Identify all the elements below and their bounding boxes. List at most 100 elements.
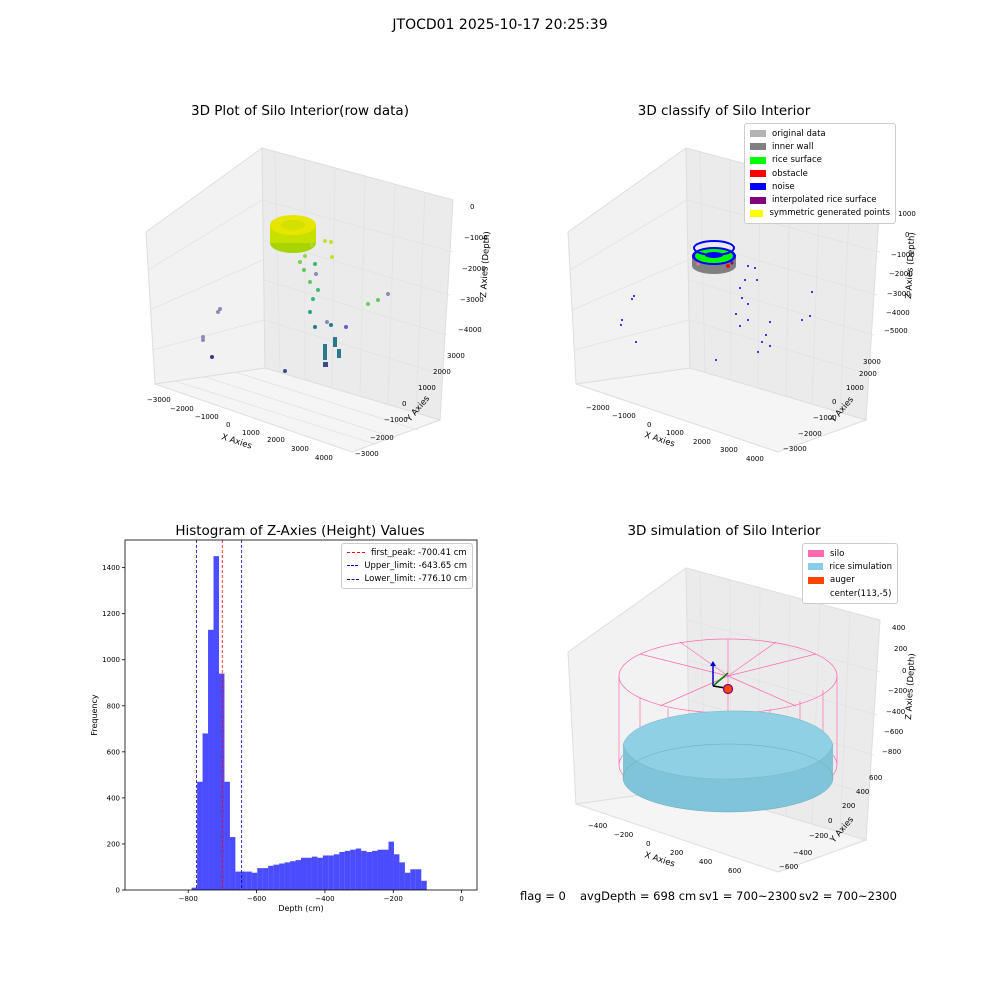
classify-plot-title: 3D classify of Silo Interior	[637, 103, 811, 119]
histogram-bar	[240, 871, 247, 890]
histogram-bar	[197, 781, 203, 890]
x-tick: 4000	[315, 454, 333, 462]
y-tick: −2000	[370, 434, 394, 442]
y-tick: 600	[869, 774, 882, 782]
x-tick: 2000	[693, 438, 711, 446]
histogram-bar	[284, 862, 291, 890]
histogram-bar	[257, 868, 263, 890]
z-tick: 1000	[898, 210, 916, 218]
histogram-bar	[306, 857, 312, 890]
legend-swatch	[808, 576, 824, 584]
z-tick: −2000	[462, 265, 486, 273]
histogram-bar	[404, 872, 411, 890]
histogram-bar	[202, 733, 209, 890]
histogram-bar	[328, 855, 334, 890]
z-axis-label: Z Axies (Depth)	[479, 231, 492, 298]
histogram-bar	[213, 556, 219, 890]
z-axis-label: Z Axies (Depth)	[904, 653, 917, 720]
histogram-bar	[311, 856, 318, 890]
y-tick-label: 200	[107, 840, 120, 848]
legend-swatch	[808, 550, 824, 558]
x-ticks: −800 −600 −400 −200 0	[179, 890, 464, 903]
raw-cylinder-points	[270, 215, 316, 253]
x-tick: 1000	[242, 429, 260, 437]
x-tick: −2000	[586, 404, 610, 412]
x-tick: 4000	[746, 455, 764, 463]
histogram-bar	[366, 852, 373, 890]
histogram-bars	[191, 556, 427, 890]
legend-item: auger	[808, 574, 892, 587]
histogram-bar	[273, 864, 280, 890]
z-tick: −200	[888, 687, 907, 695]
legend-label: interpolated rice surface	[772, 195, 877, 206]
legend-item: silo	[808, 547, 892, 560]
y-tick: −3000	[783, 445, 807, 453]
noise-points	[620, 265, 813, 361]
y-tick: 0	[402, 400, 406, 408]
legend-item: interpolated rice surface	[750, 193, 890, 206]
histogram-bar	[235, 871, 241, 890]
legend-label: first_peak: -700.41 cm	[371, 547, 467, 558]
x-tick: −400	[588, 822, 607, 830]
histogram-bar	[290, 861, 296, 890]
x-tick-label: −200	[384, 895, 403, 903]
histogram-bar	[344, 850, 351, 890]
simulation-plot-title: 3D simulation of Silo Interior	[627, 523, 821, 539]
legend-label: Upper_limit: -643.65 cm	[364, 560, 467, 571]
legend-label: silo	[830, 548, 845, 559]
y-tick: 1000	[418, 384, 436, 392]
histogram-bar	[333, 854, 340, 890]
x-tick: −1000	[195, 413, 219, 421]
histogram-bar	[415, 869, 422, 890]
legend-label: rice surface	[772, 155, 822, 166]
legend-swatch	[808, 563, 824, 571]
legend-item: center(113,-5)	[808, 587, 892, 600]
y-tick: −200	[809, 832, 828, 840]
histogram-bar	[421, 880, 427, 890]
x-tick: 3000	[720, 446, 738, 454]
y-tick: −3000	[355, 450, 379, 458]
legend-swatch	[750, 170, 766, 178]
y-tick: −400	[793, 849, 812, 857]
legend-label: noise	[772, 181, 795, 192]
simulation-legend: silo rice simulation auger center(113,-5…	[802, 543, 898, 605]
x-tick: 2000	[267, 436, 285, 444]
histogram-bar	[322, 855, 329, 890]
simulation-3d-plot: −400 −200 0 200 400 600 −600 −400 −200 0…	[567, 567, 917, 875]
y-tick-label: 1400	[102, 564, 120, 572]
x-tick: 0	[226, 421, 230, 429]
x-tick-label: −600	[247, 895, 266, 903]
y-tick: 3000	[863, 358, 881, 366]
z-tick: 0	[902, 667, 906, 675]
histogram-bar	[295, 860, 301, 890]
z-tick: 0	[470, 203, 474, 211]
legend-item: original data	[750, 127, 890, 140]
legend-swatch	[347, 578, 359, 580]
histogram-bar	[410, 869, 416, 890]
z-tick: −600	[884, 728, 903, 736]
y-tick-label: 600	[107, 748, 120, 756]
legend-label: rice simulation	[829, 561, 892, 572]
rice-simulation-surface	[622, 710, 834, 813]
legend-label: Lower_limit: -776.10 cm	[364, 574, 467, 585]
y-tick: 400	[856, 788, 869, 796]
auger-icon	[710, 661, 734, 695]
histogram-reference-lines	[195, 540, 243, 890]
classified-cylinder	[692, 240, 736, 274]
x-tick: 400	[699, 858, 712, 866]
x-tick: −1000	[612, 412, 636, 420]
figure-title: JTOCD01 2025-10-17 20:25:39	[392, 17, 608, 33]
y-tick: 0	[832, 398, 836, 406]
y-tick: 0	[828, 817, 832, 825]
x-tick: 3000	[291, 445, 309, 453]
legend-label: symmetric generated points	[769, 208, 890, 219]
z-tick: −3000	[887, 290, 911, 298]
x-tick-label: 0	[459, 895, 463, 903]
legend-swatch	[750, 183, 766, 191]
legend-item: Lower_limit: -776.10 cm	[347, 573, 467, 586]
legend-swatch	[808, 590, 824, 598]
legend-item: rice surface	[750, 154, 890, 167]
legend-item: Upper_limit: -643.65 cm	[347, 559, 467, 572]
legend-label: auger	[830, 575, 855, 586]
y-tick: 1000	[846, 384, 864, 392]
